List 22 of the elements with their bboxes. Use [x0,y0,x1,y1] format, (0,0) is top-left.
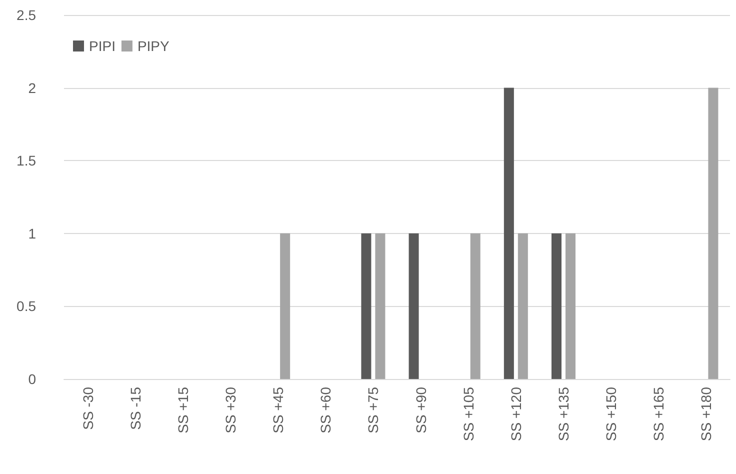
y-tick-label: 1.5 [16,152,36,169]
x-tick-label: SS -30 [80,386,96,430]
x-tick-label: SS +90 [412,386,429,434]
x-tick-label: SS +120 [508,386,524,442]
y-tick-label: 2 [28,80,36,96]
x-tick-label: SS -15 [127,386,144,430]
x-tick-label: SS +60 [318,386,334,434]
legend-label: PIPI [89,38,116,54]
x-tick-label: SS +75 [365,386,382,434]
y-tick-label: 2.5 [16,7,36,23]
x-tick-label: SS +30 [222,386,238,434]
y-tick-label: 0 [28,371,36,387]
x-tick-label: SS +180 [698,386,714,442]
x-tick-label: SS +150 [603,386,620,442]
y-tick-label: 1 [28,225,36,242]
x-tick-label: SS +105 [460,386,476,442]
legend-label: PIPY [137,38,170,54]
x-tick-label: SS +135 [556,386,572,442]
x-tick-label: SS +15 [174,386,191,434]
y-tick-label: 0.5 [16,298,36,314]
x-tick-label: SS +165 [650,386,667,442]
x-tick-label: SS +45 [270,386,286,434]
